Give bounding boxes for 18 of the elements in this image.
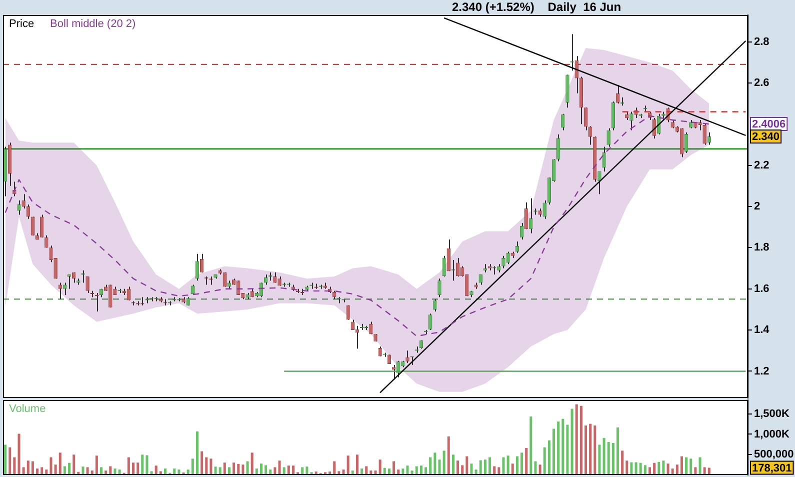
y-tick-label: 1,500K bbox=[754, 408, 790, 420]
annotation: Price bbox=[9, 18, 34, 30]
y-tick-label: 1.4 bbox=[754, 324, 770, 336]
chart-title: 2.340 (+1.52%) Daily 16 Jun bbox=[451, 0, 622, 14]
annotation: 2.4006 bbox=[752, 118, 786, 131]
text: Boll middle (20 2) bbox=[50, 18, 136, 30]
y-tick-label: 500,000 bbox=[754, 448, 794, 461]
y-tick-label: 2.2 bbox=[754, 159, 770, 172]
y-tick-label: 2.6 bbox=[754, 76, 770, 89]
y-tick-label: 1,000K bbox=[754, 428, 790, 440]
y-tick-label: 2.8 bbox=[754, 36, 770, 48]
annotation: 2.340 bbox=[752, 131, 780, 144]
y-tick-label: 1.6 bbox=[754, 282, 770, 295]
y-tick-label: 1.8 bbox=[754, 242, 770, 254]
annotation: 178,301 bbox=[752, 462, 792, 474]
y-tick-label: 1.2 bbox=[754, 365, 770, 378]
y-tick-label: 2 bbox=[754, 200, 760, 213]
series-label: Volume bbox=[9, 403, 46, 416]
